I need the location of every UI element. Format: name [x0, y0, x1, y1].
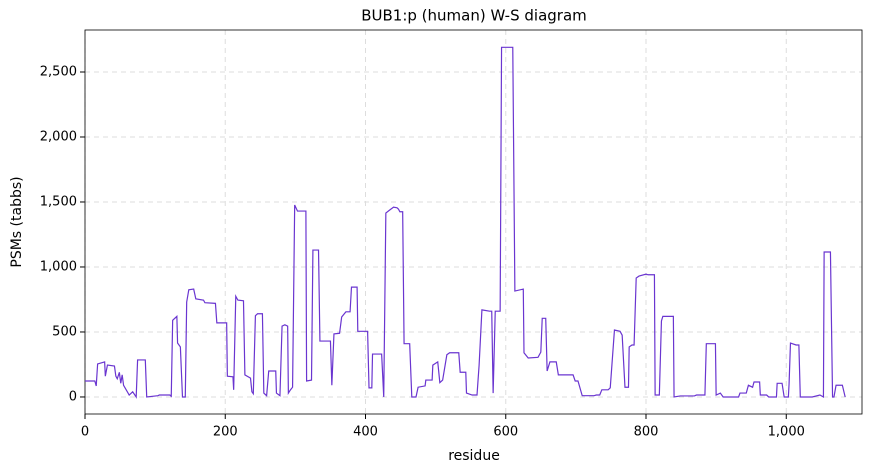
y-tick-label: 1,500	[40, 194, 77, 209]
y-axis-label: PSMs (tabbs)	[9, 176, 25, 267]
y-tick-label: 2,500	[40, 64, 77, 79]
x-tick-label: 800	[634, 425, 659, 440]
y-tick-label: 0	[69, 389, 77, 404]
chart-title: BUB1:p (human) W-S diagram	[361, 7, 587, 25]
data-line	[85, 46, 846, 399]
x-tick-label: 1,000	[768, 425, 805, 440]
x-axis-label: residue	[448, 448, 500, 464]
x-tick-label: 0	[81, 425, 89, 440]
y-tick-label: 1,000	[40, 259, 77, 274]
y-tick-label: 2,000	[40, 129, 77, 144]
y-tick-label: 500	[52, 324, 77, 339]
plot-frame	[84, 29, 863, 415]
x-tick-label: 400	[353, 425, 378, 440]
x-tick-label: 600	[493, 425, 518, 440]
x-tick-label: 200	[213, 425, 238, 440]
